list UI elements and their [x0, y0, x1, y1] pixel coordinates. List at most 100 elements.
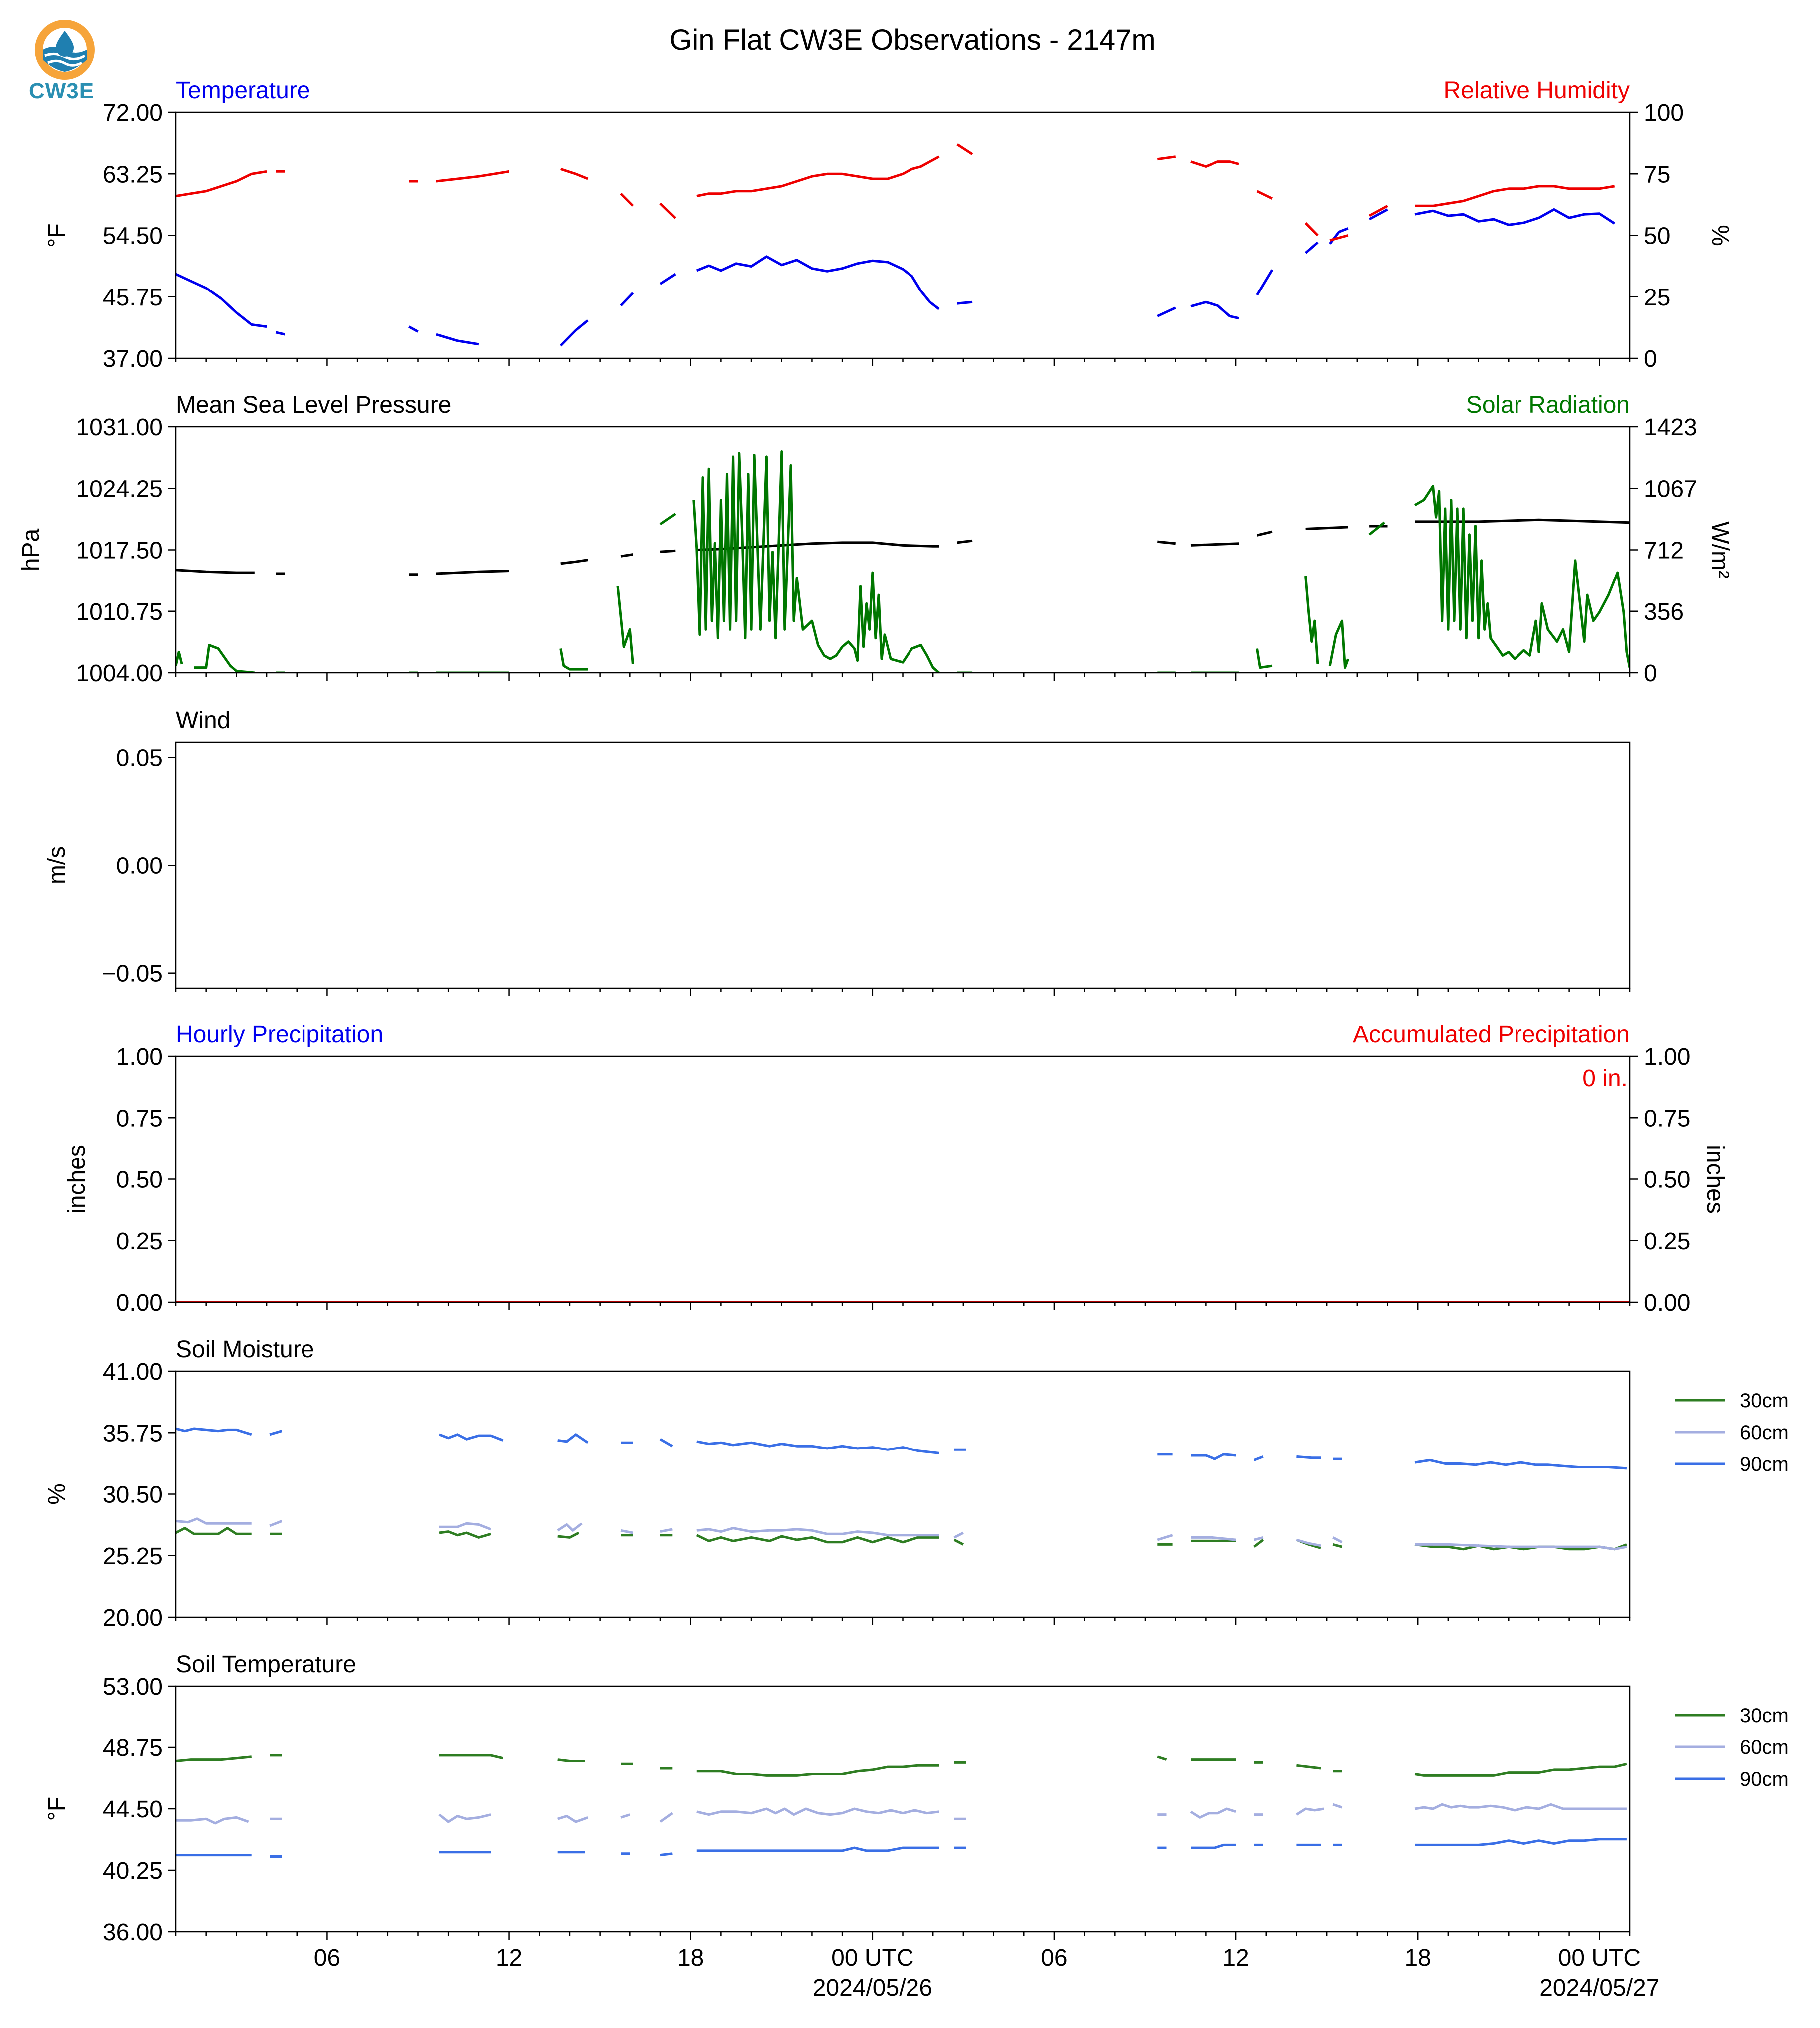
y-tick-label-right: 1067 — [1644, 476, 1697, 502]
y-tick-label-right: 50 — [1644, 223, 1670, 250]
series-30cm-segment-6 — [696, 1534, 939, 1544]
panel-title-right: Accumulated Precipitation — [1353, 1021, 1630, 1048]
y-axis-label-right: inches — [1702, 1145, 1728, 1214]
series-90cm-segment-3 — [557, 1433, 589, 1444]
series-30cm-segment-2 — [439, 1530, 491, 1539]
series-30cm-segment-0 — [176, 1527, 252, 1535]
y-tick-label-right: 1.00 — [1644, 1044, 1690, 1070]
panel-wind: −0.05 0.00 0.05 Wind m/s — [44, 707, 1631, 996]
y-axis-label: °F — [44, 223, 70, 248]
x-tick-label: 12 — [1222, 1945, 1249, 1971]
y-tick-label-right: 0.50 — [1644, 1167, 1690, 1193]
y-axis-label: hPa — [18, 528, 44, 571]
series-60cm-segment-13 — [1415, 1543, 1627, 1551]
y-tick-label: 1017.50 — [76, 538, 163, 564]
series-90cm-segment-2 — [439, 1433, 504, 1442]
series-30cm-segment-10 — [1253, 1539, 1264, 1548]
y-axis-label: m/s — [44, 846, 70, 884]
y-tick-label-right: 0.75 — [1644, 1105, 1690, 1132]
panel-title-right: Solar Radiation — [1466, 392, 1630, 418]
series-30cm-segment-12 — [1332, 1543, 1343, 1548]
series-90cm-segment-9 — [1191, 1453, 1236, 1460]
series-green-segment-14 — [1328, 619, 1349, 669]
y-tick-label: 0.75 — [116, 1105, 163, 1132]
plot-frame — [175, 111, 1631, 359]
series-60cm-segment-4 — [620, 1529, 633, 1534]
series-60cm-segment-4 — [620, 1813, 631, 1819]
series-red-segment-9 — [1157, 155, 1176, 161]
x-tick-label: 00 UTC — [831, 1945, 913, 1971]
series-90cm-segment-5 — [660, 1852, 673, 1857]
y-tick-label: 36.00 — [103, 1919, 163, 1946]
y-tick-label-right: 100 — [1644, 100, 1684, 126]
series-blue-segment-1 — [275, 331, 286, 336]
y-tick-label: 63.25 — [103, 161, 163, 188]
legend-label-90cm: 90cm — [1740, 1453, 1789, 1475]
series-90cm-segment-9 — [1191, 1843, 1236, 1849]
y-tick-label: 40.25 — [103, 1858, 163, 1884]
y-tick-label: 0.00 — [116, 853, 163, 879]
series-blue-segment-11 — [1256, 269, 1274, 296]
panel-soil-moisture: 20.00 25.25 30.50 35.75 41.00 Soil Moisture% 3… — [44, 1336, 1789, 1631]
series-60cm-segment-3 — [557, 1815, 589, 1823]
y-tick-label: 72.00 — [103, 100, 163, 126]
series-black-segment-9 — [1157, 540, 1176, 545]
series-30cm-segment-0 — [176, 1755, 252, 1762]
y-axis-label-right: W/m² — [1707, 521, 1733, 579]
plot-frame — [175, 426, 1631, 674]
series-black-segment-6 — [660, 549, 676, 553]
series-60cm-segment-7 — [953, 1531, 964, 1539]
series-blue-segment-15 — [1414, 208, 1616, 226]
y-tick-label: 25.25 — [103, 1543, 163, 1570]
panel-hourly-precipitation: 0.00 0.25 0.50 0.75 1.00 0.00 0.25 0.50 0.75 1.00… — [64, 1021, 1728, 1316]
plot-frame — [175, 1370, 1631, 1618]
series-60cm-segment-12 — [1332, 1803, 1343, 1809]
series-black-segment-0 — [176, 569, 255, 574]
series-blue-segment-12 — [1304, 241, 1319, 254]
series-green-segment-8 — [692, 450, 940, 673]
series-red-segment-3 — [436, 170, 510, 183]
series-90cm-segment-5 — [659, 1438, 673, 1448]
x-tick-label: 12 — [496, 1945, 522, 1971]
series-red-segment-7 — [696, 155, 940, 198]
series-30cm-segment-3 — [557, 1758, 585, 1762]
series-black-segment-10 — [1190, 542, 1239, 547]
series-60cm-segment-11 — [1296, 1807, 1324, 1816]
y-tick-label: 45.75 — [103, 285, 163, 311]
series-green-segment-0 — [176, 650, 183, 666]
y-tick-label: 1031.00 — [76, 414, 163, 441]
series-blue-segment-5 — [620, 292, 634, 307]
series-60cm-segment-2 — [438, 1813, 491, 1823]
series-red-segment-0 — [176, 170, 267, 198]
legend-label-90cm: 90cm — [1740, 1768, 1789, 1790]
series-90cm-segment-10 — [1253, 1455, 1264, 1461]
y-tick-label-right: 25 — [1644, 285, 1670, 311]
panel-title-left: Mean Sea Level Pressure — [176, 392, 451, 418]
panel-mean-sea-level-pressure: 1004.00 1010.75 1017.50 1024.25 1031.00 0 356 7… — [18, 392, 1733, 687]
series-30cm-segment-7 — [953, 1538, 964, 1546]
series-60cm-segment-0 — [176, 1517, 252, 1525]
series-black-segment-12 — [1305, 526, 1348, 530]
accumulated-precip-annotation: 0 in. — [1582, 1065, 1628, 1092]
y-tick-label: 41.00 — [103, 1359, 163, 1385]
panel-title-right: Relative Humidity — [1444, 77, 1630, 104]
legend-label-30cm: 30cm — [1740, 1705, 1789, 1727]
series-black-segment-14 — [1415, 518, 1630, 524]
series-blue-segment-8 — [957, 300, 973, 305]
series-30cm-segment-2 — [439, 1754, 503, 1760]
plot-frame — [175, 1685, 1631, 1933]
series-blue-segment-14 — [1368, 208, 1388, 221]
series-green-segment-15 — [1368, 521, 1385, 536]
y-tick-label: 48.75 — [103, 1735, 163, 1761]
y-tick-label-right: 0 — [1644, 660, 1657, 687]
panel-soil-temperature: 36.00 40.25 44.50 48.75 53.00 Soil Temperatur… — [44, 1651, 1789, 1946]
series-red-segment-14 — [1368, 205, 1388, 217]
y-tick-label: 35.75 — [103, 1420, 163, 1447]
series-30cm-segment-11 — [1296, 1764, 1321, 1770]
series-green-segment-12 — [1256, 648, 1273, 669]
x-tick-label: 06 — [314, 1945, 340, 1971]
x-date-label: 2024/05/27 — [1539, 1975, 1659, 2001]
series-90cm-segment-13 — [1415, 1838, 1627, 1846]
series-blue-segment-2 — [408, 325, 419, 333]
legend-label-60cm: 60cm — [1740, 1737, 1789, 1758]
